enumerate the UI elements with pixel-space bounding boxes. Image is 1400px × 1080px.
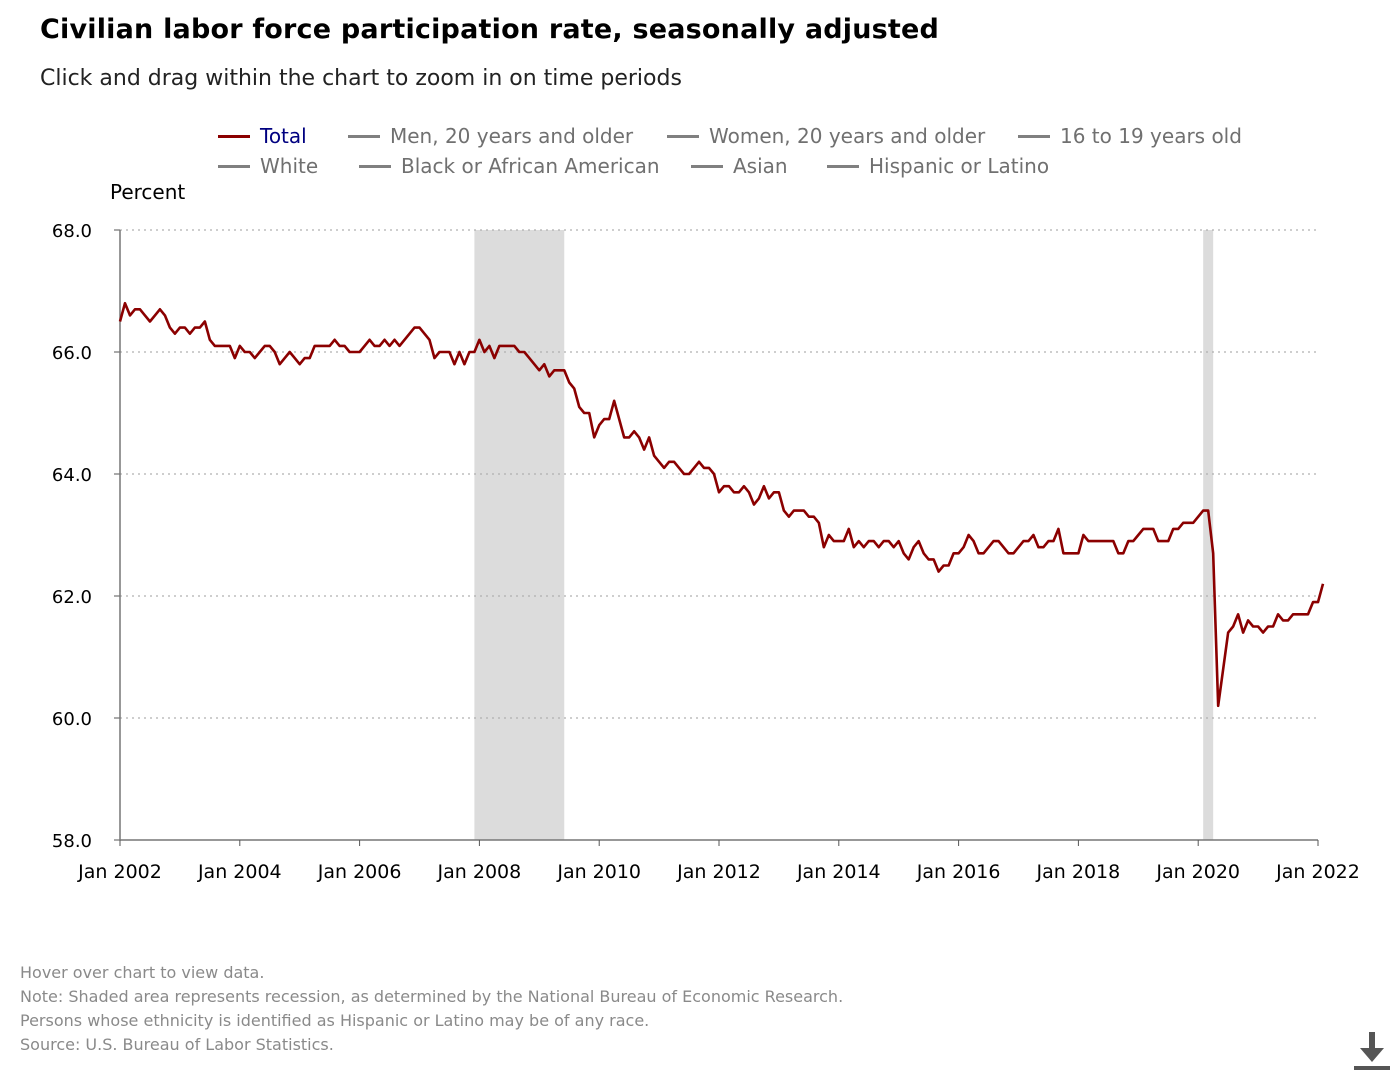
legend-item-total[interactable]: Total: [218, 124, 307, 148]
footnote-hover: Hover over chart to view data.: [20, 963, 265, 982]
legend-item-hispanic[interactable]: Hispanic or Latino: [827, 154, 1049, 178]
x-tick-label: Jan 2022: [1275, 861, 1360, 883]
x-tick-label: Jan 2012: [676, 861, 761, 883]
legend-item-16-19[interactable]: 16 to 19 years old: [1018, 124, 1242, 148]
chart-subtitle: Click and drag within the chart to zoom …: [40, 66, 682, 91]
recession-band: [1203, 230, 1214, 840]
y-axis-label: Percent: [110, 180, 185, 204]
x-tick-label: Jan 2014: [796, 861, 881, 883]
line-chart[interactable]: 58.0 60.0 62.0 64.0 66.0 68.0 Percent Jan 2002 J…: [0, 0, 1400, 900]
legend-label: Total: [260, 124, 307, 148]
legend-swatch-asian: [691, 164, 723, 168]
chart-legend: Total Men, 20 years and older Women, 20 …: [0, 0, 1400, 200]
y-tick-label: 60.0: [52, 709, 92, 730]
x-tick-label: Jan 2004: [197, 861, 282, 883]
y-tick-label: 58.0: [52, 831, 92, 852]
legend-swatch-white: [218, 164, 250, 168]
x-tick-label: Jan 2020: [1155, 861, 1240, 883]
y-tick-label: 66.0: [52, 343, 92, 364]
legend-label: Men, 20 years and older: [390, 124, 634, 148]
footnote-hispanic: Persons whose ethnicity is identified as…: [20, 1011, 650, 1030]
y-tick-label: 62.0: [52, 587, 92, 608]
legend-swatch-men: [348, 134, 380, 138]
recession-band: [474, 230, 565, 840]
series-line-total: [118, 301, 1325, 708]
legend-item-women-20-plus[interactable]: Women, 20 years and older: [667, 124, 985, 148]
x-tick-label: Jan 2002: [77, 861, 162, 883]
legend-label: White: [260, 154, 319, 178]
download-icon: [1354, 1032, 1390, 1070]
legend-swatch-teens: [1018, 134, 1050, 138]
legend-item-black[interactable]: Black or African American: [359, 154, 660, 178]
download-button[interactable]: [1352, 1030, 1392, 1072]
legend-label: Black or African American: [401, 154, 660, 178]
legend-item-white[interactable]: White: [218, 154, 318, 178]
legend-item-men-20-plus[interactable]: Men, 20 years and older: [348, 124, 633, 148]
y-tick-label: 68.0: [52, 221, 92, 242]
legend-label: Hispanic or Latino: [869, 154, 1050, 178]
legend-swatch-black: [359, 164, 391, 168]
x-tick-label: Jan 2018: [1036, 861, 1121, 883]
x-tick-label: Jan 2006: [317, 861, 402, 883]
legend-label: Women, 20 years and older: [709, 124, 986, 148]
x-tick-label: Jan 2016: [916, 861, 1001, 883]
legend-swatch-total: [218, 134, 250, 138]
y-tick-label: 64.0: [52, 465, 92, 486]
x-tick-label: Jan 2008: [437, 861, 522, 883]
footnote-source: Source: U.S. Bureau of Labor Statistics.: [20, 1035, 334, 1054]
x-tick-label: Jan 2010: [556, 861, 641, 883]
footnote-recession: Note: Shaded area represents recession, …: [20, 987, 844, 1006]
chart-title: Civilian labor force participation rate,…: [40, 14, 940, 45]
legend-label: 16 to 19 years old: [1060, 124, 1242, 148]
legend-label: Asian: [733, 154, 788, 178]
legend-item-asian[interactable]: Asian: [691, 154, 788, 178]
legend-swatch-hispanic: [827, 164, 859, 168]
legend-swatch-women: [667, 134, 699, 138]
